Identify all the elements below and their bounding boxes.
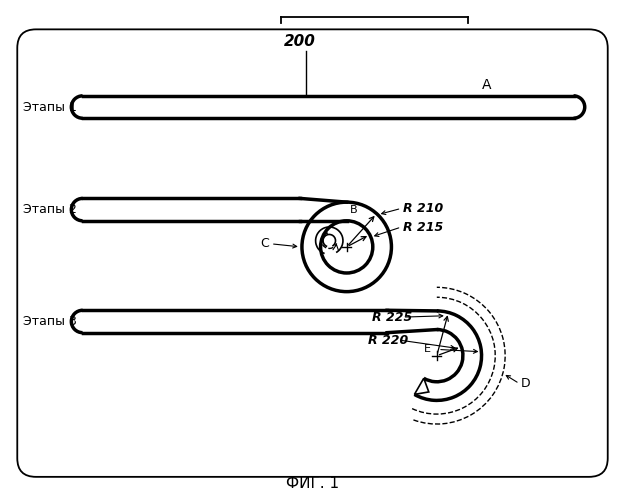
Text: ФИГ. 1: ФИГ. 1: [286, 476, 339, 491]
Text: R 215: R 215: [402, 220, 443, 234]
Text: 200: 200: [284, 34, 316, 50]
Text: D: D: [521, 377, 531, 390]
Text: R 220: R 220: [369, 334, 409, 346]
Text: Этапы 2: Этапы 2: [24, 203, 78, 216]
Text: Этапы 3: Этапы 3: [24, 315, 78, 328]
Text: C: C: [260, 238, 269, 250]
Text: R 225: R 225: [371, 310, 412, 324]
Text: A: A: [482, 78, 491, 92]
Text: B: B: [350, 204, 358, 214]
Text: E: E: [424, 344, 431, 354]
Text: R 210: R 210: [402, 202, 443, 215]
Text: Этапы 1: Этапы 1: [24, 100, 78, 114]
